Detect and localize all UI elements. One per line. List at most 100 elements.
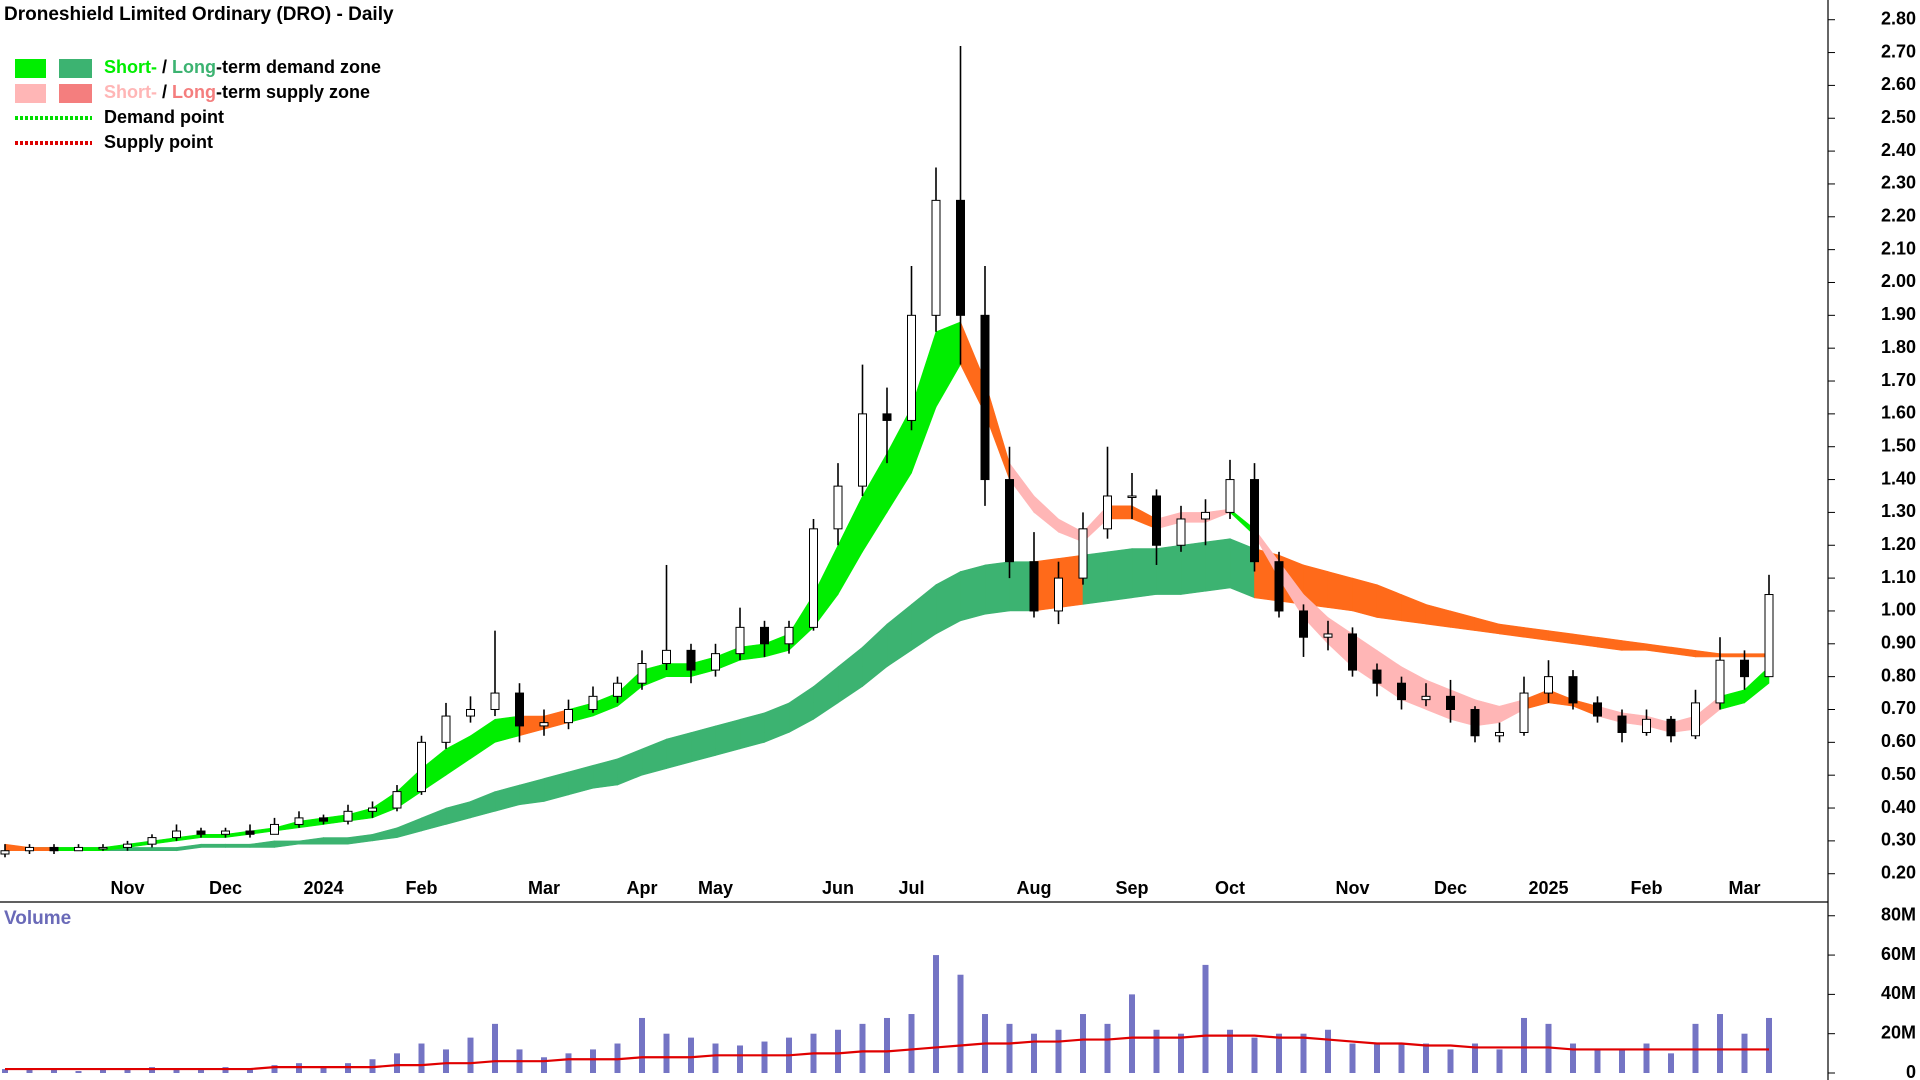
x-tick-label: Apr xyxy=(627,878,658,898)
y-tick-label: 0.40 xyxy=(1881,797,1916,817)
y-tick-label: 1.00 xyxy=(1881,600,1916,620)
candle-body xyxy=(1397,682,1406,701)
volume-bar xyxy=(173,1069,180,1073)
candle-body xyxy=(613,682,622,697)
volume-bar xyxy=(320,1067,327,1073)
zone-segment xyxy=(690,725,716,763)
volume-bar xyxy=(639,1017,645,1073)
candle-body xyxy=(466,708,475,717)
y-tick-label: 0.90 xyxy=(1881,633,1916,653)
legend-label: Supply point xyxy=(104,132,213,152)
x-tick-label: Mar xyxy=(528,878,560,898)
candle-body xyxy=(1495,731,1504,737)
legend-swatch xyxy=(15,84,46,103)
legend-sep: / xyxy=(162,57,167,77)
zone-segment xyxy=(960,564,986,622)
legend-short: Short- xyxy=(104,57,157,77)
x-tick-label: Nov xyxy=(110,878,144,898)
volume-bar xyxy=(198,1069,204,1073)
volume-bar xyxy=(394,1053,400,1073)
x-tick-label: Aug xyxy=(1017,878,1052,898)
candle-body xyxy=(686,649,696,671)
candle-body xyxy=(760,626,769,645)
volume-title: Volume xyxy=(4,908,71,929)
candle-body xyxy=(294,817,304,825)
volume-bar xyxy=(541,1057,547,1073)
volume-bar xyxy=(933,955,939,1073)
y-tick-label: 1.90 xyxy=(1881,304,1916,324)
candle-body xyxy=(1225,479,1235,513)
volume-bar xyxy=(663,1033,670,1073)
zone-segment xyxy=(323,837,349,845)
volume-bar xyxy=(1031,1033,1037,1073)
volume-bar xyxy=(1398,1043,1405,1073)
candle-body xyxy=(882,413,892,421)
x-tick-label: Nov xyxy=(1335,878,1369,898)
zone-segment xyxy=(1205,538,1231,592)
y-tick-label: 0.50 xyxy=(1881,764,1916,784)
candle-body xyxy=(637,663,647,684)
x-tick-label: 2025 xyxy=(1528,878,1568,898)
zone-segment xyxy=(715,718,741,756)
y-tick-label: 0.30 xyxy=(1881,830,1916,850)
volume-bar xyxy=(1276,1033,1282,1073)
zone-segment xyxy=(1352,577,1378,618)
axes: 0.20 0.30 0.40 0.50 0.60 0.70 0.80 0.90 1.00 1.10… xyxy=(110,8,1916,1080)
volume-bar xyxy=(418,1043,425,1073)
candle-body xyxy=(588,695,598,710)
y-tick-label: 20M xyxy=(1881,1022,1916,1042)
volume-bar xyxy=(51,1069,57,1073)
candle-body xyxy=(1250,479,1259,563)
candle-body xyxy=(196,830,206,835)
candle-body xyxy=(1005,479,1014,563)
candle-body xyxy=(1740,659,1749,678)
volume-bar xyxy=(1766,1017,1772,1073)
volume-bar xyxy=(1325,1029,1331,1073)
x-tick-label: Mar xyxy=(1728,878,1760,898)
y-tick-label: 80M xyxy=(1881,905,1916,925)
candles xyxy=(0,45,1774,858)
candle-body xyxy=(1201,511,1210,520)
candle-body xyxy=(1642,718,1651,733)
volume-bar xyxy=(75,1071,82,1073)
candle-body xyxy=(1348,633,1357,671)
legend-swatch xyxy=(59,84,92,103)
candle-body xyxy=(25,846,34,852)
x-tick-label: Sep xyxy=(1115,878,1148,898)
volume-bar xyxy=(859,1023,866,1073)
y-tick-label: 2.70 xyxy=(1881,41,1916,61)
volume-bar xyxy=(492,1023,498,1073)
y-tick-label: 40M xyxy=(1881,983,1916,1003)
zone-segment xyxy=(1131,548,1157,599)
x-tick-label: 2024 xyxy=(303,878,343,898)
volume-bar xyxy=(1251,1037,1258,1073)
volume-bar xyxy=(737,1045,743,1073)
zone-segment xyxy=(225,843,251,848)
candle-body xyxy=(0,850,10,855)
candle-body xyxy=(662,649,671,665)
candle-body xyxy=(49,846,59,852)
volume-bar xyxy=(688,1037,694,1073)
candle-body xyxy=(1593,702,1602,717)
volume-bars xyxy=(2,955,1772,1073)
volume-bar xyxy=(1349,1043,1356,1073)
candle-body xyxy=(1446,695,1455,710)
legend-swatch xyxy=(59,59,92,78)
candle-body xyxy=(1372,669,1382,684)
volume-bar xyxy=(1374,1043,1380,1073)
candle-body xyxy=(172,830,181,839)
zone-segment xyxy=(1107,548,1133,602)
candle-body xyxy=(931,199,941,316)
legend-label: Short- / Long-term supply zone xyxy=(104,82,370,102)
volume-bar xyxy=(1643,1043,1650,1073)
y-tick-label: 0.70 xyxy=(1881,698,1916,718)
candle-body xyxy=(1054,577,1063,612)
volume-bar xyxy=(467,1037,474,1073)
y-tick-label: 1.80 xyxy=(1881,337,1916,357)
zone-segment xyxy=(1156,544,1182,595)
y-tick-label: 2.20 xyxy=(1881,206,1916,226)
volume-bar xyxy=(1741,1033,1748,1073)
candle-body xyxy=(98,846,108,850)
zone-segment xyxy=(666,732,692,770)
